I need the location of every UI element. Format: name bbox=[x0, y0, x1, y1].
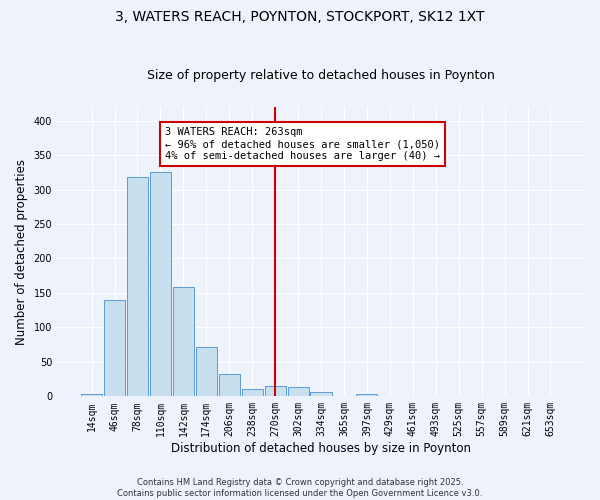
Bar bbox=[127, 177, 148, 396]
Bar bbox=[242, 388, 263, 396]
Y-axis label: Number of detached properties: Number of detached properties bbox=[15, 158, 28, 344]
Text: Contains HM Land Registry data © Crown copyright and database right 2025.
Contai: Contains HM Land Registry data © Crown c… bbox=[118, 478, 482, 498]
Text: 3, WATERS REACH, POYNTON, STOCKPORT, SK12 1XT: 3, WATERS REACH, POYNTON, STOCKPORT, SK1… bbox=[115, 10, 485, 24]
Bar bbox=[196, 348, 217, 397]
Bar bbox=[218, 374, 240, 396]
Bar bbox=[265, 386, 286, 396]
Bar bbox=[287, 388, 308, 396]
Bar bbox=[81, 394, 102, 396]
Bar bbox=[104, 300, 125, 396]
Title: Size of property relative to detached houses in Poynton: Size of property relative to detached ho… bbox=[147, 69, 495, 82]
Bar bbox=[356, 394, 377, 396]
Bar bbox=[173, 286, 194, 397]
Bar bbox=[310, 392, 332, 396]
X-axis label: Distribution of detached houses by size in Poynton: Distribution of detached houses by size … bbox=[171, 442, 471, 455]
Bar bbox=[150, 172, 171, 396]
Text: 3 WATERS REACH: 263sqm
← 96% of detached houses are smaller (1,050)
4% of semi-d: 3 WATERS REACH: 263sqm ← 96% of detached… bbox=[165, 128, 440, 160]
